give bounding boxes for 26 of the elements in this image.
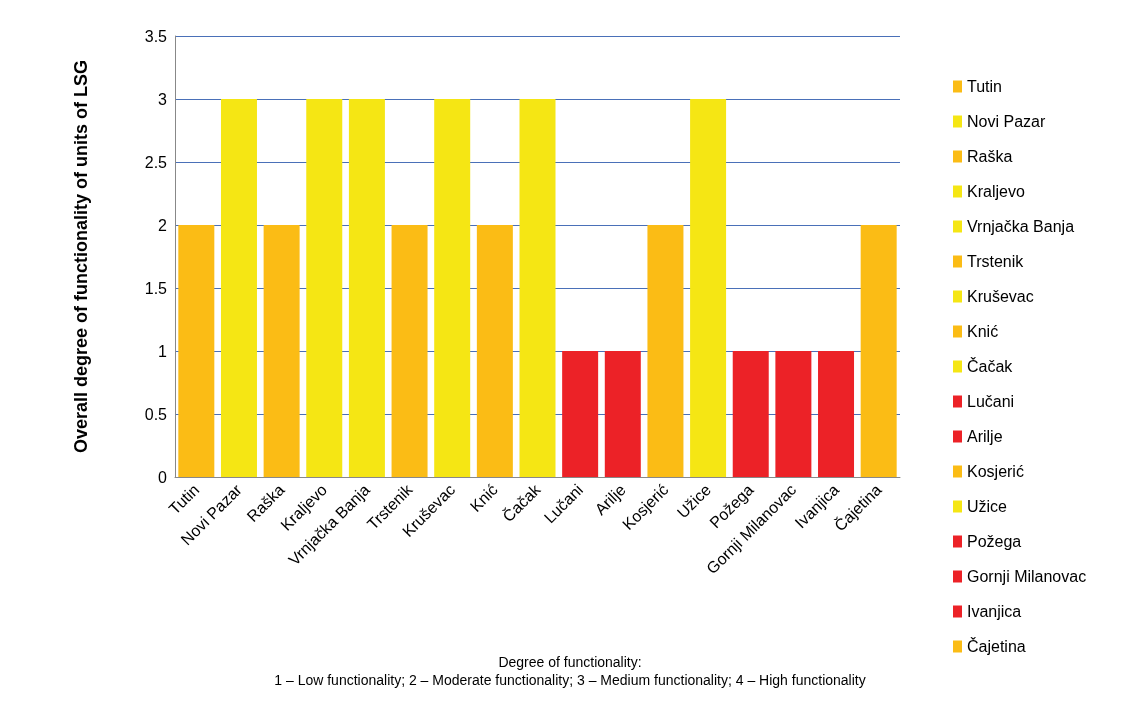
legend-label: Ivanjica [967, 603, 1022, 620]
y-tick-label: 1.5 [144, 279, 168, 297]
y-tick-label: 0 [158, 468, 168, 486]
legend-label: Arilje [967, 428, 1003, 445]
legend-label: Čačak [967, 357, 1014, 375]
y-tick-label: 1 [158, 342, 168, 360]
legend-label: Knić [967, 323, 999, 340]
legend-label: Lučani [967, 393, 1015, 410]
legend-label: Raška [967, 148, 1013, 165]
y-tick-label: 0.5 [144, 405, 168, 423]
text: 1 – Low functionality; 2 – Moderate functionality; 3 – Medium functionality; 4 – High functionality [274, 672, 866, 688]
legend-label: Vrnjačka Banja [967, 218, 1075, 235]
y-axis-title: Overall degree of functionality of units of LSG [71, 59, 91, 454]
y-tick-label: 3 [158, 90, 168, 108]
y-tick-label: 2.5 [144, 153, 168, 171]
legend-label: Gornji Milanovac [967, 568, 1087, 585]
legend-label: Trstenik [967, 253, 1025, 270]
legend-label: Tutin [967, 78, 1002, 95]
legend-label: Kruševac [967, 288, 1034, 305]
y-tick-label: 3.5 [144, 27, 168, 45]
text: Degree of functionality: [498, 654, 642, 670]
legend-label: Kosjerić [967, 463, 1024, 480]
legend-label: Novi Pazar [967, 113, 1046, 130]
y-tick-label: 2 [158, 216, 168, 234]
legend-label: Kraljevo [967, 183, 1025, 200]
legend-label: Čajetina [967, 637, 1026, 655]
